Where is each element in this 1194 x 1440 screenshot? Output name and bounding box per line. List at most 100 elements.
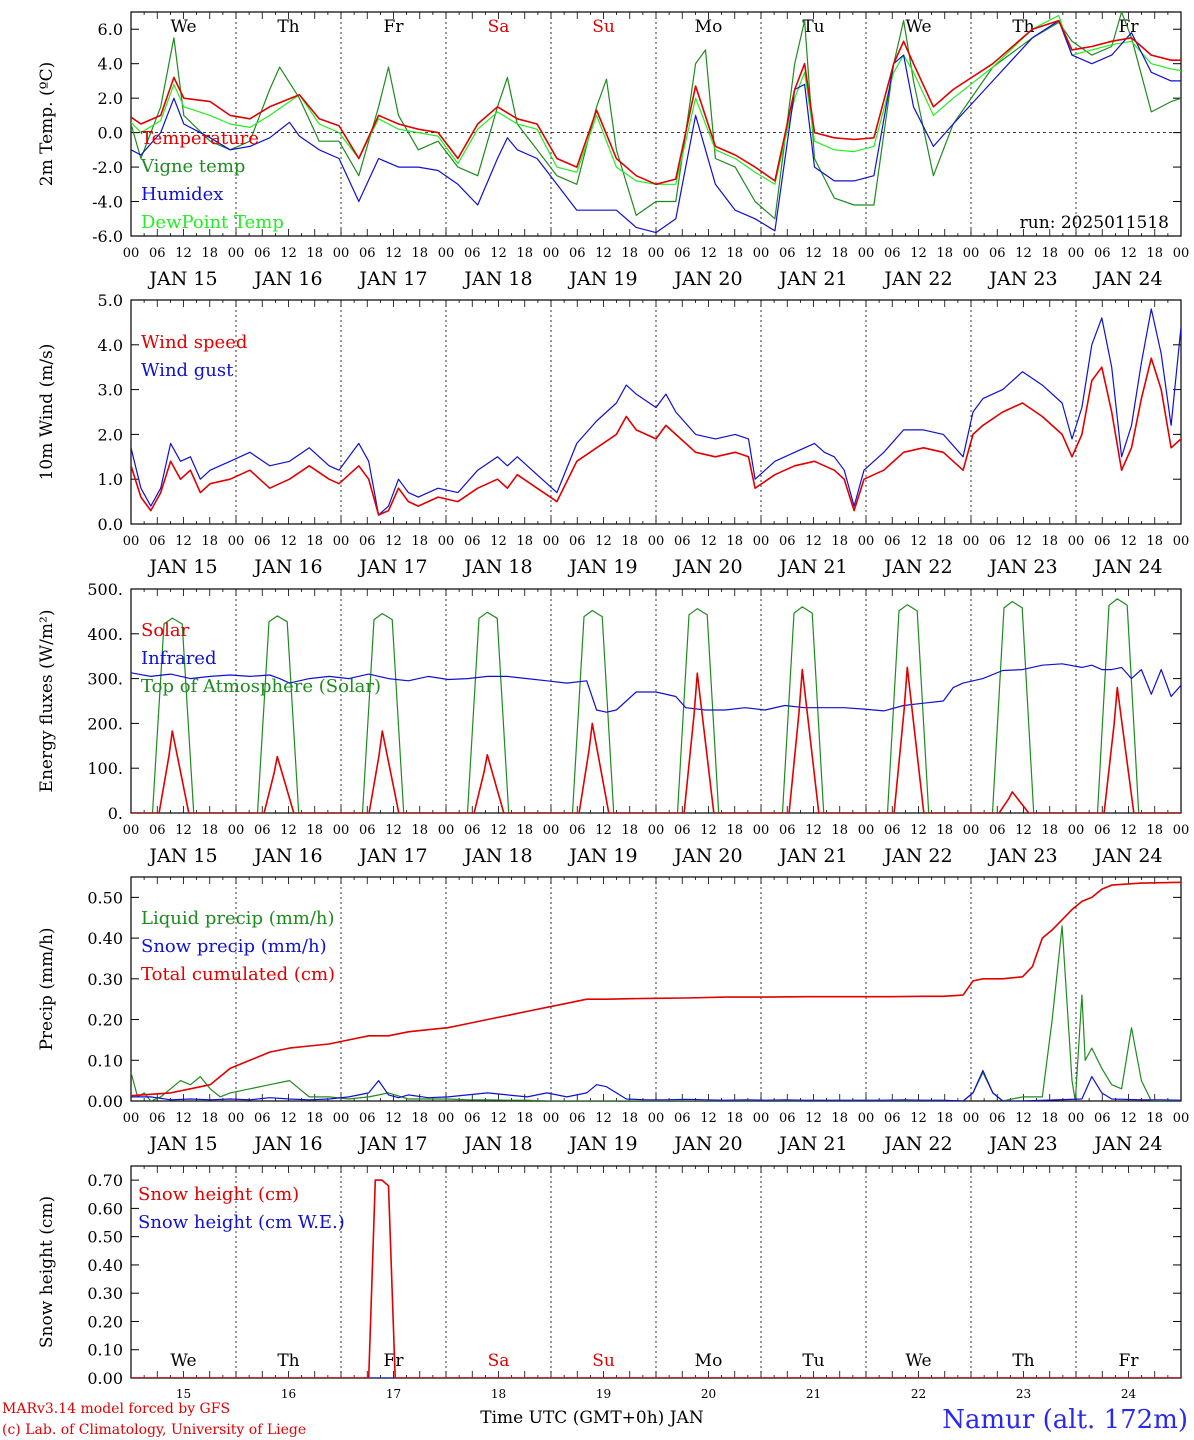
x-hour-label: 12 — [490, 534, 507, 549]
x-hour-label: 12 — [490, 246, 507, 261]
weekday-label: Su — [592, 1351, 615, 1371]
x-hour-label: 00 — [438, 1111, 455, 1126]
x-hour-label: 18 — [516, 534, 533, 549]
y-tick-label: 0.10 — [87, 1341, 123, 1360]
legend-entry: Liquid precip (mm/h) — [141, 908, 335, 929]
x-hour-label: 06 — [674, 534, 691, 549]
x-hour-label: 00 — [228, 534, 245, 549]
y-axis-label: Energy fluxes (W/m²) — [37, 610, 57, 793]
legend-entry: Wind gust — [141, 360, 234, 381]
x-hour-label: 12 — [1120, 534, 1137, 549]
x-hour-label: 12 — [700, 534, 717, 549]
x-hour-label: 18 — [201, 823, 218, 838]
x-hour-label: 12 — [910, 534, 927, 549]
x-date-label: JAN 22 — [882, 1133, 952, 1155]
x-hour-label: 12 — [175, 246, 192, 261]
x-hour-label: 12 — [280, 823, 297, 838]
weekday-label: Mo — [695, 17, 723, 37]
x-hour-label: 18 — [411, 246, 428, 261]
x-date-label: JAN 15 — [147, 845, 217, 867]
panel-5: 0.00 0.10 0.20 0.30 0.40 0.50 0.60 0.70 Snow hei… — [37, 1165, 1182, 1401]
series-line-temperature — [131, 19, 1181, 186]
x-hour-label: 06 — [674, 1111, 691, 1126]
x-hour-label: 12 — [385, 246, 402, 261]
weekday-label: Tu — [802, 17, 824, 37]
x-hour-label: 12 — [1015, 823, 1032, 838]
series-line-solar — [131, 666, 1181, 813]
day-number-label: 19 — [596, 1387, 611, 1401]
x-date-label: JAN 22 — [882, 845, 952, 867]
y-tick-label: 0.70 — [87, 1171, 123, 1190]
series-group — [131, 1179, 1181, 1378]
x-hour-label: 12 — [910, 1111, 927, 1126]
y-tick-label: 4.0 — [98, 55, 123, 74]
x-hour-label: 18 — [726, 823, 743, 838]
weekday-label: Th — [1012, 17, 1034, 37]
day-number-label: 24 — [1121, 1387, 1137, 1401]
weekday-label: Tu — [802, 1351, 824, 1371]
series-line-infrared — [131, 663, 1181, 713]
x-hour-label: 00 — [1068, 534, 1085, 549]
weekday-label: Fr — [1119, 1351, 1140, 1371]
x-hour-label: 12 — [700, 246, 717, 261]
x-date-label: JAN 22 — [882, 268, 952, 290]
x-date-label: JAN 17 — [357, 268, 427, 290]
y-tick-label: 200. — [87, 714, 123, 733]
x-hour-label: 12 — [595, 534, 612, 549]
x-hour-label: 06 — [989, 1111, 1006, 1126]
legend-entry: Temperature — [141, 128, 259, 149]
x-date-label: JAN 18 — [462, 1133, 532, 1155]
x-hour-label: 06 — [149, 534, 166, 549]
x-hour-label: 18 — [936, 246, 953, 261]
y-tick-label: 0.20 — [87, 1312, 123, 1331]
x-hour-label: 18 — [936, 823, 953, 838]
panel-3: 0. 100. 200. 300. 400. 500. Energy fluxes (W/m… — [37, 580, 1189, 867]
x-date-label: JAN 15 — [147, 1133, 217, 1155]
y-tick-label: 400. — [87, 625, 123, 644]
y-tick-label: 2.0 — [98, 425, 123, 444]
x-hour-label: 06 — [464, 823, 481, 838]
x-date-label: JAN 16 — [252, 268, 322, 290]
y-tick-label: 0.00 — [87, 1369, 123, 1388]
x-hour-label: 06 — [149, 1111, 166, 1126]
x-hour-label: 06 — [674, 246, 691, 261]
x-hour-label: 18 — [831, 534, 848, 549]
x-hour-label: 00 — [1068, 823, 1085, 838]
location-label: Namur (alt. 172m) — [942, 1405, 1188, 1435]
x-date-label: JAN 18 — [462, 845, 532, 867]
x-hour-label: 00 — [1173, 534, 1190, 549]
run-label: run: 2025011518 — [1020, 213, 1169, 233]
x-hour-label: 00 — [1173, 1111, 1190, 1126]
x-hour-label: 18 — [621, 1111, 638, 1126]
x-hour-label: 18 — [621, 246, 638, 261]
x-hour-label: 06 — [779, 534, 796, 549]
x-date-label: JAN 23 — [987, 556, 1057, 578]
x-hour-label: 18 — [936, 1111, 953, 1126]
x-hour-label: 06 — [989, 246, 1006, 261]
x-hour-label: 12 — [1015, 1111, 1032, 1126]
x-hour-label: 18 — [831, 823, 848, 838]
x-hour-label: 18 — [201, 246, 218, 261]
x-hour-label: 06 — [359, 534, 376, 549]
x-hour-label: 06 — [569, 1111, 586, 1126]
x-date-label: JAN 16 — [252, 556, 322, 578]
legend-entry: Snow precip (mm/h) — [141, 936, 327, 957]
legend-entry: Wind speed — [141, 332, 247, 353]
x-hour-label: 00 — [333, 1111, 350, 1126]
weekday-label: Su — [592, 17, 615, 37]
x-date-label: JAN 17 — [357, 845, 427, 867]
x-hour-label: 12 — [1120, 1111, 1137, 1126]
x-hour-label: 00 — [123, 823, 140, 838]
series-group — [131, 598, 1181, 813]
x-hour-label: 00 — [648, 823, 665, 838]
x-date-label: JAN 16 — [252, 845, 322, 867]
x-hour-label: 00 — [438, 534, 455, 549]
x-hour-label: 06 — [464, 246, 481, 261]
x-hour-label: 00 — [858, 246, 875, 261]
x-hour-label: 00 — [753, 246, 770, 261]
x-hour-label: 06 — [569, 246, 586, 261]
y-tick-label: -2.0 — [92, 158, 123, 177]
x-hour-label: 00 — [543, 823, 560, 838]
x-hour-label: 12 — [595, 1111, 612, 1126]
